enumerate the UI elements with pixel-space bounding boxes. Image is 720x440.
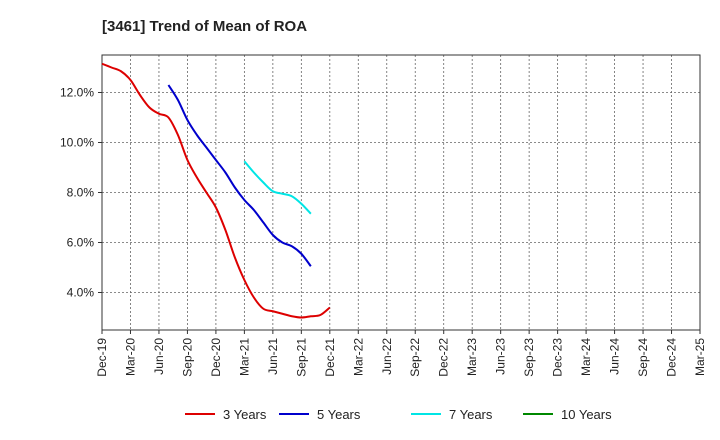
series-line-3-years (101, 62, 331, 319)
x-tick-label: Mar-20 (123, 338, 137, 376)
grid (101, 55, 701, 330)
x-tick-label: Mar-24 (579, 338, 593, 376)
x-tick-label: Sep-24 (636, 338, 650, 377)
legend-label-10-years: 10 Years (561, 407, 612, 422)
chart-title: [3461] Trend of Mean of ROA (102, 18, 307, 35)
y-tick-label: 8.0% (67, 186, 95, 200)
x-tick-label: Sep-23 (522, 338, 536, 377)
legend-label-3-years: 3 Years (223, 407, 267, 422)
series-line-5-years (167, 84, 312, 267)
x-tick-label: Jun-23 (494, 338, 508, 375)
y-tick-label: 6.0% (67, 236, 95, 250)
y-tick-label: 10.0% (60, 136, 94, 150)
x-tick-label: Jun-21 (266, 338, 280, 375)
x-tick-label: Jun-20 (152, 338, 166, 375)
x-tick-label: Mar-21 (237, 338, 251, 376)
legend: 3 Years 5 Years 7 Years 10 Years (185, 407, 612, 422)
x-tick-label: Dec-19 (95, 338, 109, 377)
x-tick-label: Dec-24 (665, 338, 679, 377)
x-tick-label: Mar-22 (351, 338, 365, 376)
y-axis-ticks: 4.0% 6.0% 8.0% 10.0% 12.0% (60, 86, 102, 300)
x-tick-label: Mar-25 (693, 338, 707, 376)
legend-label-5-years: 5 Years (317, 407, 361, 422)
x-tick-label: Dec-23 (551, 338, 565, 377)
x-tick-label: Jun-24 (608, 338, 622, 375)
x-tick-label: Sep-21 (294, 338, 308, 377)
series-line-7-years (243, 160, 312, 215)
y-tick-label: 12.0% (60, 86, 94, 100)
x-tick-label: Dec-21 (323, 338, 337, 377)
x-tick-label: Dec-22 (437, 338, 451, 377)
x-axis-ticks: Dec-19 Mar-20 Jun-20 Sep-20 Dec-20 Mar-21 Jun-… (95, 330, 707, 377)
legend-label-7-years: 7 Years (449, 407, 493, 422)
x-tick-label: Sep-20 (180, 338, 194, 377)
x-tick-label: Sep-22 (408, 338, 422, 377)
y-tick-label: 4.0% (67, 286, 95, 300)
x-tick-label: Jun-22 (380, 338, 394, 375)
x-tick-label: Dec-20 (209, 338, 223, 377)
series-lines (101, 62, 331, 319)
x-tick-label: Mar-23 (465, 338, 479, 376)
